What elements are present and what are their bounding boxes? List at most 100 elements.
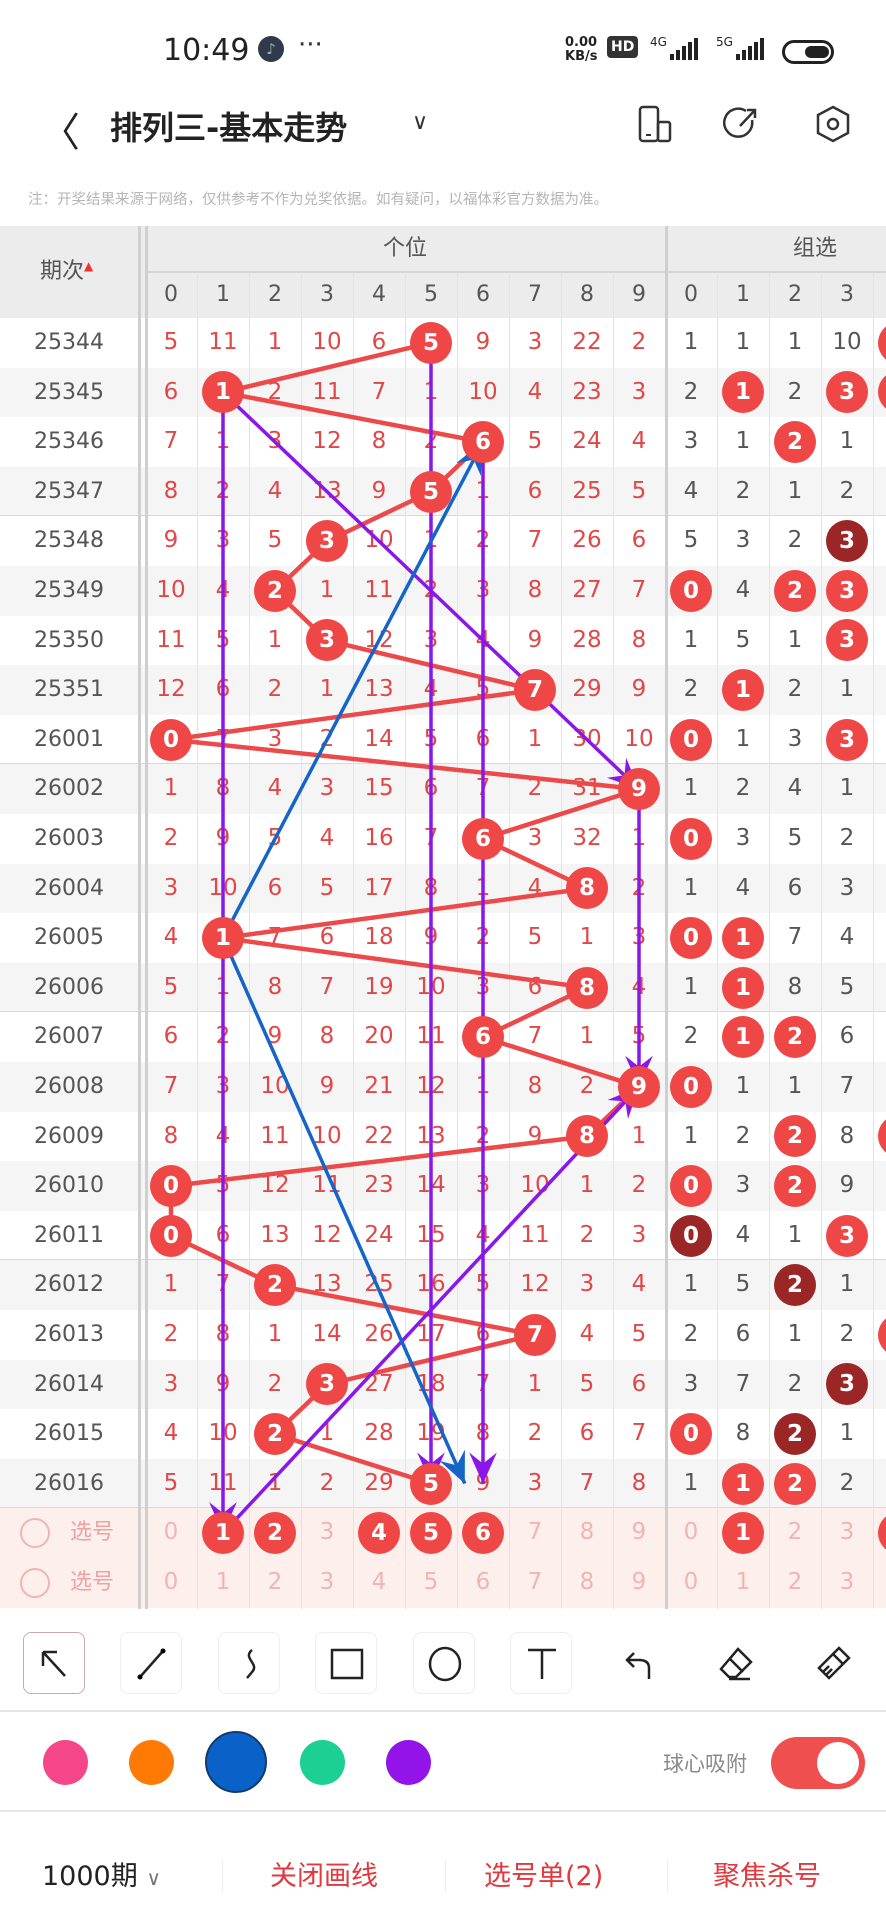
pick-group-digit[interactable]: 3: [839, 1519, 855, 1546]
pick-list-button[interactable]: 选号单(2): [484, 1861, 604, 1892]
picker-radio[interactable]: [20, 1518, 50, 1549]
column-line: [353, 272, 354, 1609]
miss-count: 2: [267, 1370, 283, 1397]
text-tool-button[interactable]: [510, 1632, 572, 1694]
group-miss-count: 2: [839, 1321, 855, 1347]
share-icon[interactable]: [722, 104, 762, 144]
miss-count: 22: [364, 1122, 394, 1149]
clear-button[interactable]: [801, 1632, 863, 1694]
miss-count: 5: [267, 527, 283, 554]
group-miss-count: 4: [735, 874, 751, 901]
drawing-overlay[interactable]: [0, 226, 886, 1609]
group-miss-count: 7: [735, 1370, 751, 1397]
pick-group-digit[interactable]: 3: [839, 1569, 855, 1595]
miss-count: 11: [208, 329, 238, 355]
back-icon[interactable]: 〈: [40, 110, 80, 156]
color-swatch[interactable]: [385, 1739, 431, 1785]
group-miss-count: 4: [735, 577, 751, 603]
page-title[interactable]: 排列三-基本走势: [110, 109, 348, 147]
issue-number: 25348: [34, 528, 104, 554]
pick-digit[interactable]: 0: [163, 1519, 179, 1546]
group-miss-count: 1: [787, 626, 803, 653]
curve-icon: [246, 1649, 256, 1679]
miss-count: 25: [572, 477, 602, 504]
group-miss-count: 3: [735, 527, 751, 554]
issue-number: 26014: [34, 1371, 104, 1397]
undo-button[interactable]: [607, 1632, 669, 1694]
miss-count: 4: [527, 378, 543, 405]
miss-count: 7: [527, 1023, 543, 1050]
color-swatch[interactable]: [128, 1739, 174, 1785]
group-miss-count: 2: [787, 1370, 803, 1397]
chevron-down-icon[interactable]: ∨: [412, 110, 429, 135]
pick-digit[interactable]: 8: [579, 1569, 595, 1595]
pick-group-digit[interactable]: 0: [683, 1519, 699, 1546]
trend-table[interactable]: 期次▲ 个位 组选 0 1 2 3 4 5 6 7 8 9 0 1 2 3 25344 5 11 1 10 6 9 3 22…: [0, 226, 886, 1609]
net-speed: 0.00 KB/s: [565, 36, 597, 64]
miss-count: 8: [371, 428, 387, 455]
color-swatch[interactable]: [42, 1739, 88, 1785]
pick-digit[interactable]: 9: [631, 1569, 647, 1595]
pick-group-digit[interactable]: 0: [683, 1569, 699, 1595]
color-swatch[interactable]: [299, 1739, 345, 1785]
circle-tool-button[interactable]: [413, 1632, 475, 1694]
pick-digit[interactable]: 3: [319, 1519, 335, 1546]
line-tool-button[interactable]: [120, 1632, 182, 1694]
group-miss-count: 2: [839, 477, 855, 504]
miss-count: 21: [364, 1073, 394, 1099]
pick-digit[interactable]: 2: [267, 1569, 283, 1595]
divider: [145, 271, 886, 273]
pick-digit[interactable]: 1: [215, 1569, 231, 1595]
pick-digit[interactable]: 0: [163, 1569, 179, 1595]
group-miss-count: 2: [683, 378, 699, 405]
miss-count: 4: [267, 477, 283, 504]
group-digit-header: 2: [788, 282, 802, 307]
color-swatch[interactable]: [205, 1731, 267, 1793]
status-bar: 10:49 ♪ ··· 0.00 KB/s HD 4G 5G: [0, 0, 886, 90]
pick-digit[interactable]: 3: [319, 1569, 335, 1595]
picker-radio[interactable]: [20, 1568, 50, 1598]
group-miss-count: 1: [839, 676, 855, 703]
group-miss-count: 1: [735, 329, 751, 355]
miss-count: 12: [312, 1221, 342, 1248]
pick-group-digit[interactable]: 2: [787, 1519, 803, 1546]
eraser-button[interactable]: [704, 1632, 766, 1694]
pick-digit[interactable]: 4: [371, 1569, 387, 1595]
pick-digit[interactable]: 8: [579, 1519, 595, 1546]
miss-count: 14: [364, 725, 394, 752]
column-line: [197, 272, 198, 1609]
pick-digit[interactable]: 7: [527, 1519, 543, 1546]
pick-digit[interactable]: 9: [631, 1519, 647, 1546]
pick-digit[interactable]: 6: [475, 1569, 491, 1595]
group-miss-count: 2: [787, 378, 803, 405]
pick-digit[interactable]: 7: [527, 1569, 543, 1595]
miss-count: 12: [520, 1271, 550, 1298]
digit-header: 4: [372, 282, 386, 307]
period-sort-header[interactable]: 期次▲: [0, 226, 138, 318]
group-digit-header: 3: [840, 282, 854, 307]
period-count-select[interactable]: 1000期 ∨: [42, 1854, 161, 1893]
miss-count: 8: [163, 477, 179, 504]
rectangle-tool-button[interactable]: [315, 1632, 377, 1694]
focus-kill-button[interactable]: 聚焦杀号: [713, 1861, 821, 1892]
miss-count: 8: [267, 973, 283, 1000]
divider: [222, 1860, 223, 1892]
drawn-arrow-line: [221, 391, 641, 791]
rectangle-icon: [330, 1648, 364, 1680]
pick-group-digit[interactable]: 1: [735, 1569, 751, 1595]
miss-count: 7: [631, 1420, 647, 1447]
issue-number: 26004: [34, 875, 104, 901]
select-tool-button[interactable]: [23, 1632, 85, 1694]
column-line: [821, 272, 822, 1609]
snap-to-ball-toggle[interactable]: [771, 1737, 865, 1789]
pick-digit[interactable]: 5: [423, 1569, 439, 1595]
issue-number: 25351: [34, 677, 104, 703]
curve-tool-button[interactable]: [218, 1632, 280, 1694]
group-miss-count: 4: [735, 1221, 751, 1248]
settings-icon[interactable]: [813, 104, 853, 144]
miss-count: 1: [267, 329, 283, 355]
select-arrow-icon: [41, 1650, 66, 1677]
pick-group-digit[interactable]: 2: [787, 1569, 803, 1595]
phone-layout-icon[interactable]: [636, 104, 676, 144]
close-drawing-button[interactable]: 关闭画线: [270, 1861, 378, 1892]
